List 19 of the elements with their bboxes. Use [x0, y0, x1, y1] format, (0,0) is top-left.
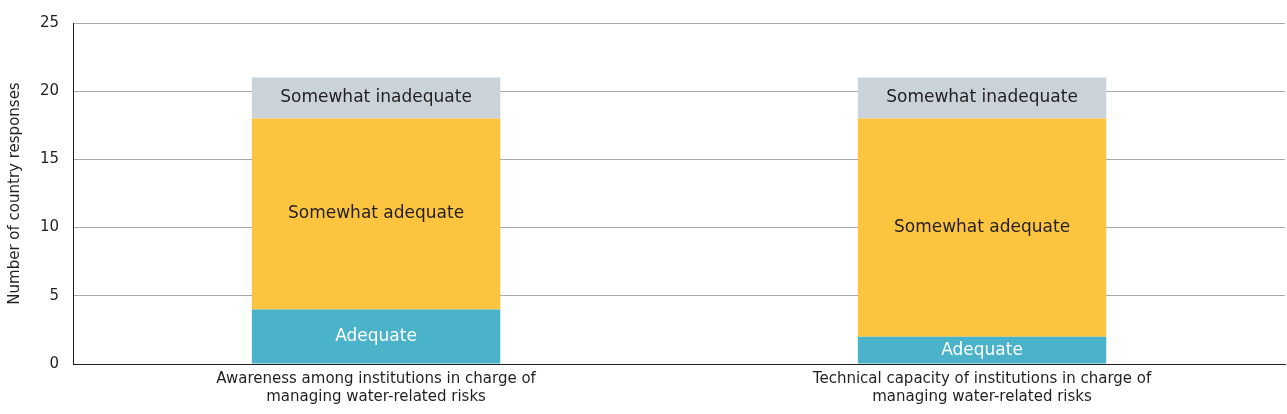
text: Somewhat adequate — [287, 202, 465, 223]
series-label: Adequate — [941, 338, 1023, 359]
bar — [251, 309, 501, 364]
y-tick-label: 15 — [39, 149, 60, 168]
y-axis-title: Number of country responses — [4, 82, 23, 305]
bar — [251, 118, 501, 310]
y-tick-label: 25 — [39, 12, 60, 31]
text: Somewhat inadequate — [886, 86, 1078, 107]
y-tick-label: 0 — [49, 353, 60, 372]
series-label: Somewhat adequate — [893, 216, 1071, 237]
y-tick-label: 5 — [49, 285, 60, 304]
y-tick-label: 20 — [39, 81, 60, 100]
bar — [857, 336, 1107, 364]
series-label: Somewhat inadequate — [280, 86, 472, 107]
x-tick-label: Awareness among institutions in charge of managing water-related risks — [216, 368, 537, 405]
text: Adequate — [335, 324, 417, 345]
bar — [857, 118, 1107, 337]
x-tick-label: Technical capacity of institutions in charge of managing water-related risks — [811, 368, 1152, 405]
y-tick-label: 10 — [39, 217, 60, 236]
